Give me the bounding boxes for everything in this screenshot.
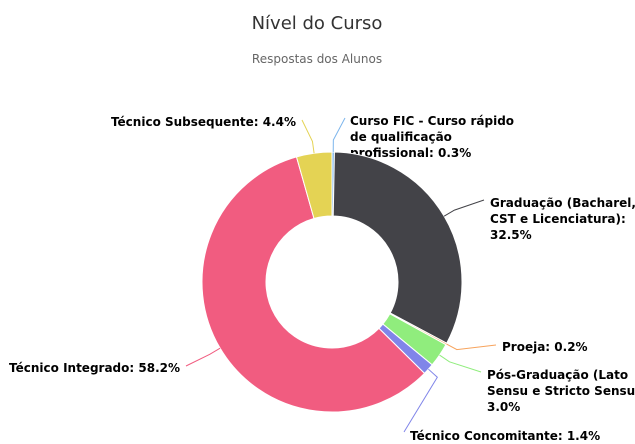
data-label: Pós-Graduação (Lato Sensu e Stricto Sensu… bbox=[487, 368, 635, 414]
data-label: Técnico Subsequente: 4.4% bbox=[111, 115, 296, 129]
data-label-line: Técnico Integrado: 58.2% bbox=[9, 361, 180, 375]
data-label-line: profissional: 0.3% bbox=[350, 146, 471, 160]
connector bbox=[439, 354, 482, 373]
slice bbox=[201, 156, 426, 413]
data-label-line: Técnico Subsequente: 4.4% bbox=[111, 115, 296, 129]
data-label-line: Curso FIC - Curso rápido bbox=[350, 114, 514, 128]
data-label-line: CST e Licenciatura): bbox=[490, 212, 626, 226]
data-label: Graduação (Bacharel, CST e Licenciatura):… bbox=[490, 196, 635, 242]
chart-subtitle: Respostas dos Alunos bbox=[252, 52, 382, 66]
data-label: Técnico Concomitante: 1.4% bbox=[410, 429, 600, 443]
data-label: Técnico Integrado: 58.2% bbox=[9, 361, 180, 375]
chart-title: Nível do Curso bbox=[252, 13, 383, 34]
data-label-line: Técnico Concomitante: 1.4% bbox=[410, 429, 600, 443]
data-label-line: de qualificação bbox=[350, 130, 452, 144]
data-label-line: Proeja: 0.2% bbox=[502, 340, 588, 354]
data-label-line: Graduação (Bacharel, bbox=[490, 196, 635, 210]
connector bbox=[301, 119, 315, 154]
slice bbox=[295, 151, 333, 220]
data-label-line: 3.0% bbox=[487, 400, 520, 414]
slice bbox=[332, 151, 463, 344]
connector bbox=[443, 199, 485, 217]
data-label-line: Pós-Graduação (Lato bbox=[487, 368, 628, 382]
data-label: Proeja: 0.2% bbox=[502, 340, 588, 354]
data-label-line: 32.5% bbox=[490, 228, 532, 242]
data-label-line: Sensu e Stricto Sensu): bbox=[487, 384, 635, 398]
data-label: Curso FIC - Curso rápido de qualificação p… bbox=[350, 114, 514, 160]
connector bbox=[446, 343, 497, 351]
connector bbox=[332, 117, 346, 153]
connector bbox=[185, 347, 221, 367]
connector bbox=[403, 368, 438, 433]
